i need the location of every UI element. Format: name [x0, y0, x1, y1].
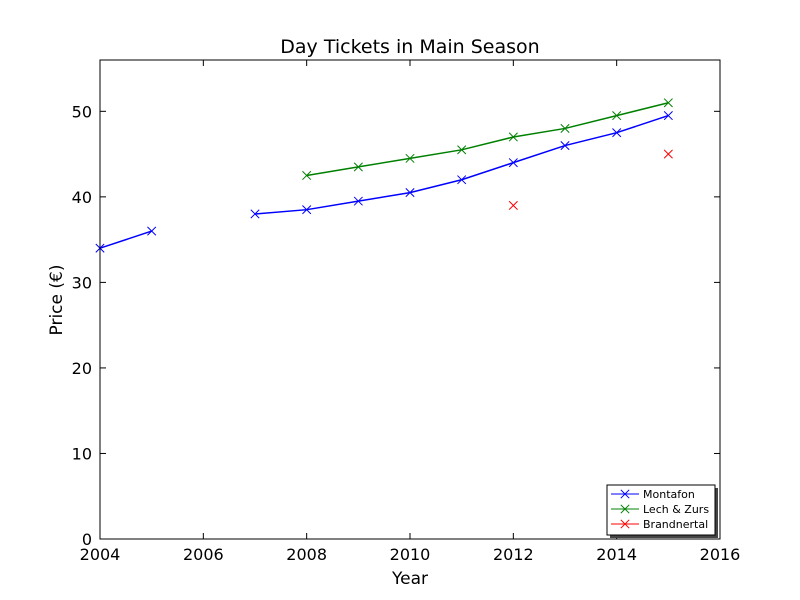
series-0-point-8 [508, 158, 518, 168]
plot-series [95, 98, 673, 253]
x-tick-label-1: 2006 [183, 545, 224, 564]
series-1-line-0 [306, 102, 669, 177]
x-tick-label-2: 2008 [286, 545, 327, 564]
series-0-point-4 [302, 205, 312, 215]
series-0-point-7 [457, 175, 467, 185]
y-tick-label-1: 10 [72, 444, 92, 463]
series-0-line-0 [99, 230, 152, 249]
x-tick-label-4: 2012 [493, 545, 534, 564]
series-2 [508, 149, 673, 210]
legend-marker-1 [620, 504, 630, 514]
legend-label-2: Brandnertal [643, 518, 708, 531]
series-0-point-6 [405, 188, 415, 198]
y-tick-label-0: 0 [82, 530, 92, 549]
series-0-point-1 [147, 226, 157, 236]
series-1-point-0 [302, 170, 312, 181]
y-tick-label-5: 50 [72, 102, 92, 121]
legend: Montafon Lech & Zurs Brandnertal [606, 484, 718, 538]
series-1-point-5 [560, 123, 570, 133]
series-0-point-3 [250, 209, 260, 219]
series-0-point-5 [353, 196, 363, 206]
series-0-point-9 [560, 140, 570, 151]
y-tick-label-3: 30 [72, 273, 92, 292]
series-1 [302, 98, 673, 181]
series-1-point-6 [612, 111, 622, 121]
legend-label-1: Lech & Zurs [643, 503, 709, 516]
series-1-point-4 [508, 132, 518, 142]
ticks: 2004 2006 2008 2010 2012 2014 2016 0 10 20 30 40 50 [72, 60, 741, 564]
series-0-point-10 [612, 128, 622, 138]
x-tick-label-3: 2010 [390, 545, 431, 564]
series-1-point-7 [663, 98, 673, 108]
y-tick-label-2: 20 [72, 359, 92, 378]
x-tick-label-6: 2016 [700, 545, 741, 564]
series-1-point-3 [457, 145, 467, 155]
x-axis-label: Year [391, 569, 428, 589]
x-tick-label-0: 2004 [80, 545, 121, 564]
legend-marker-2 [620, 519, 630, 529]
legend-label-0: Montafon [643, 488, 695, 501]
series-0 [95, 111, 673, 253]
series-1-point-1 [353, 162, 363, 172]
x-tick-label-5: 2014 [596, 545, 637, 564]
series-0-point-11 [663, 111, 673, 121]
series-2-point-0 [508, 200, 518, 210]
legend-marker-0 [620, 489, 630, 499]
y-axis-label: Price (€) [47, 265, 67, 336]
chart-title: Day Tickets in Main Season [280, 36, 539, 58]
plot-frame [99, 59, 721, 540]
y-tick-label-4: 40 [72, 188, 92, 207]
series-2-point-1 [663, 149, 673, 159]
series-1-point-2 [405, 153, 415, 163]
